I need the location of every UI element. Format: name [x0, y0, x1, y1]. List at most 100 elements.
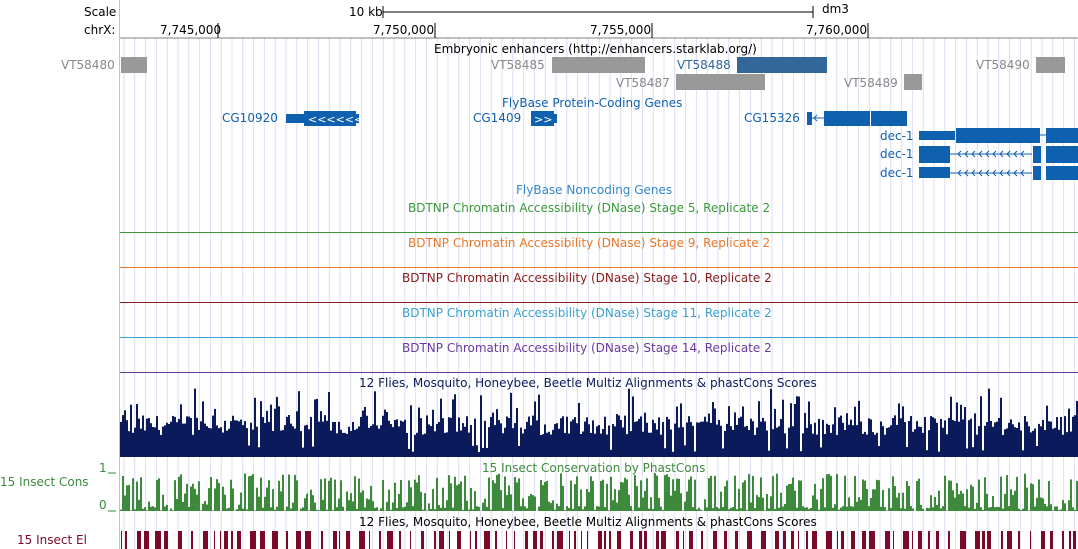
signal-bar	[484, 498, 486, 511]
signal-bar	[576, 476, 578, 511]
enhancer-block[interactable]	[121, 57, 147, 73]
enhancer-block[interactable]	[1036, 57, 1065, 73]
feature-label[interactable]: VT58480	[61, 58, 115, 72]
gene-label[interactable]: dec-1	[880, 147, 914, 161]
feature-label[interactable]: VT58489	[844, 76, 898, 90]
signal-bar	[838, 417, 840, 457]
signal-bar	[702, 421, 704, 457]
signal-bar	[1068, 408, 1070, 457]
gene-label[interactable]: dec-1	[880, 166, 914, 180]
signal-bar	[954, 497, 956, 511]
signal-bar	[266, 487, 268, 511]
signal-bar	[584, 421, 586, 457]
signal-bar	[928, 430, 930, 457]
signal-bar	[222, 486, 224, 511]
gene-label[interactable]: CG15326	[744, 111, 800, 125]
signal-bar	[292, 502, 294, 511]
signal-bar	[898, 403, 900, 457]
gene-label[interactable]: CG10920	[222, 111, 278, 125]
signal-bar	[994, 507, 996, 511]
signal-bar	[172, 510, 174, 511]
signal-bar	[830, 432, 832, 457]
signal-bar	[596, 506, 598, 511]
element-bar	[598, 531, 602, 549]
signal-bar	[896, 497, 898, 511]
signal-bar	[284, 425, 286, 457]
signal-bar	[1044, 503, 1046, 511]
track-title: 15 Insect Conservation by PhastCons	[482, 461, 706, 475]
signal-bar	[648, 432, 650, 457]
element-bar	[893, 531, 894, 549]
signal-bar	[602, 479, 604, 511]
signal-bar	[906, 481, 908, 511]
signal-bar	[840, 415, 842, 457]
signal-bar	[470, 425, 472, 457]
signal-bar	[264, 496, 266, 511]
signal-bar	[790, 403, 792, 457]
signal-bar	[652, 509, 654, 511]
signal-bar	[130, 404, 132, 457]
element-bar	[272, 531, 278, 549]
element-bar	[333, 531, 337, 549]
signal-bar	[518, 478, 520, 511]
signal-bar	[994, 422, 996, 457]
enhancer-block[interactable]	[904, 74, 922, 90]
signal-bar	[1014, 427, 1016, 457]
element-bar	[260, 531, 265, 549]
feature-label[interactable]: VT58485	[491, 58, 545, 72]
signal-bar	[498, 473, 500, 511]
signal-bar	[928, 508, 930, 511]
signal-bar	[902, 406, 904, 457]
signal-bar	[892, 476, 894, 511]
signal-bar	[920, 426, 922, 457]
strand-arrow	[964, 150, 969, 158]
signal-bar	[846, 413, 848, 457]
signal-bar	[320, 479, 322, 511]
gene-label[interactable]: CG1409	[473, 111, 522, 125]
signal-bar	[160, 434, 162, 457]
enhancer-block[interactable]	[552, 57, 645, 73]
feature-label[interactable]: VT58488	[677, 58, 731, 72]
enhancer-block[interactable]	[676, 74, 765, 90]
signal-bar	[746, 425, 748, 457]
signal-bar	[212, 415, 214, 457]
signal-bar	[926, 450, 928, 457]
feature-label[interactable]: VT58487	[616, 76, 670, 90]
signal-bar	[456, 431, 458, 457]
element-bar	[457, 531, 461, 549]
signal-bar	[270, 404, 272, 457]
element-bar	[421, 531, 424, 549]
signal-bar	[132, 432, 134, 457]
side-track-label[interactable]: 15 Insect Cons	[0, 475, 89, 489]
signal-bar	[852, 506, 854, 511]
signal-bar	[232, 415, 234, 457]
signal-bar	[530, 425, 532, 457]
signal-bar	[300, 508, 302, 511]
signal-bar	[716, 506, 718, 511]
signal-bar	[484, 420, 486, 457]
signal-bar	[1022, 508, 1024, 511]
signal-bar	[682, 427, 684, 457]
enhancer-block-selected[interactable]	[737, 57, 827, 73]
feature-label[interactable]: VT58490	[976, 58, 1030, 72]
signal-bar	[130, 510, 132, 511]
signal-bar	[328, 392, 330, 457]
signal-bar	[418, 475, 420, 511]
signal-bar	[204, 423, 206, 457]
signal-bar	[1018, 508, 1020, 511]
signal-bar	[718, 508, 720, 511]
signal-bar	[1076, 400, 1078, 457]
signal-bar	[596, 426, 598, 457]
side-track-label[interactable]: 15 Insect El	[17, 533, 87, 547]
signal-bar	[984, 477, 986, 511]
signal-bar	[432, 409, 434, 457]
gene-label[interactable]: dec-1	[880, 129, 914, 143]
signal-bar	[198, 429, 200, 457]
signal-bar	[124, 495, 126, 511]
signal-bar	[540, 434, 542, 457]
signal-bar	[528, 496, 530, 511]
track-title: BDTNP Chromatin Accessibility (DNase) St…	[402, 306, 772, 320]
signal-bar	[178, 476, 180, 511]
signal-bar	[308, 429, 310, 457]
